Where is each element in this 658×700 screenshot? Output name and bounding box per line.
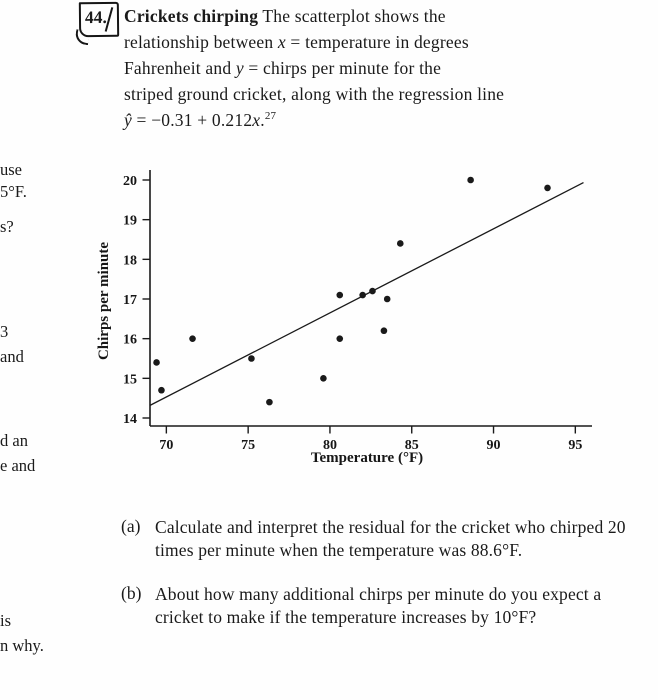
y-tick-label: 20 [123,174,137,189]
scatter-point [396,240,404,247]
scatter-point [544,184,551,192]
scatter-point [467,176,474,184]
x-tick-label: 90 [487,438,501,453]
y-tick-label: 16 [123,333,137,348]
scatter-point [383,295,391,303]
problem-statement: Crickets chirping The scatterplot shows … [124,2,504,133]
y-tick-label: 15 [123,372,137,387]
statement-line: Fahrenheit and y = chirps per minute for… [124,55,504,81]
scatter-point [369,287,376,295]
x-tick-label: 70 [159,438,173,453]
problem-title: Crickets chirping [124,6,259,26]
x-tick-label: 95 [568,438,582,453]
scatter-point [189,335,196,342]
scatter-point [320,375,327,382]
y-tick-label: 19 [123,214,137,229]
margin-fragment: 5°F. [0,182,27,201]
scatter-point [153,359,160,366]
equation-text: = −0.31 + 0.212 [131,110,253,130]
statement-text: relationship between [124,32,278,52]
x-tick-label: 75 [241,438,255,453]
statement-text: = temperature in degrees [285,32,469,52]
variable-x: x [252,110,261,130]
statement-text: striped ground cricket, along with the r… [124,84,505,104]
question-list: (a) Calculate and interpret the residual… [121,516,633,650]
margin-fragment: and [0,347,24,366]
scatter-point [158,386,165,394]
scatter-point [359,291,366,299]
x-tick-label: 85 [405,438,419,453]
question-b: (b) About how many additional chirps per… [121,583,633,629]
variable-x: x [277,32,286,52]
equation-text: . [260,110,265,130]
y-tick-label: 18 [123,253,137,268]
margin-fragment: s? [0,217,14,236]
problem-44: 44. Crickets chirping The scatterplot sh… [78,1,645,133]
problem-number-box: 44. [78,1,120,38]
y-tick-label: 14 [123,412,137,427]
statement-text: Fahrenheit and [124,58,236,78]
question-a: (a) Calculate and interpret the residual… [121,516,633,562]
regression-line [149,181,584,406]
scatter-point [266,398,273,406]
x-tick-label: 80 [323,438,337,453]
statement-line: Crickets chirping The scatterplot shows … [124,3,504,29]
plot-content: 14 15 16 17 18 19 20 70 75 80 85 90 95 [123,174,584,453]
statement-text: The scatterplot shows the [258,6,446,26]
scatterplot-figure: 14 15 16 17 18 19 20 70 75 80 85 90 95 Temperature (… [95,163,605,474]
scatter-point [380,327,388,335]
scatter-point [336,335,344,342]
scatter-point [248,355,255,362]
question-label: (b) [121,583,142,603]
y-tick-label: 17 [123,293,137,308]
scatter-point [336,291,344,299]
margin-fragment: 3 [0,322,9,341]
statement-line: striped ground cricket, along with the r… [124,81,504,107]
variable-yhat: ŷ [124,110,132,130]
margin-fragment: d an [0,431,28,450]
margin-fragment: e and [0,456,36,475]
margin-fragment: is [0,611,12,630]
footnote-marker: 27 [264,110,277,123]
regression-equation: ŷ = −0.31 + 0.212x.27 [124,107,504,133]
problem-number: 44. [84,6,107,28]
statement-text: = chirps per minute for the [243,58,442,78]
question-text: About how many additional chirps per min… [155,584,602,627]
margin-fragment: n why. [0,636,44,655]
y-axis-title: Chirps per minute [96,242,112,360]
variable-y: y [235,58,244,78]
margin-fragment: use [0,160,22,179]
scatterplot: 14 15 16 17 18 19 20 70 75 80 85 90 95 Temperature (… [96,170,592,466]
question-text: Calculate and interpret the residual for… [155,517,626,560]
question-label: (a) [121,516,141,536]
statement-line: relationship between x = temperature in … [124,29,504,55]
x-axis-title: Temperature (°F) [311,450,423,466]
